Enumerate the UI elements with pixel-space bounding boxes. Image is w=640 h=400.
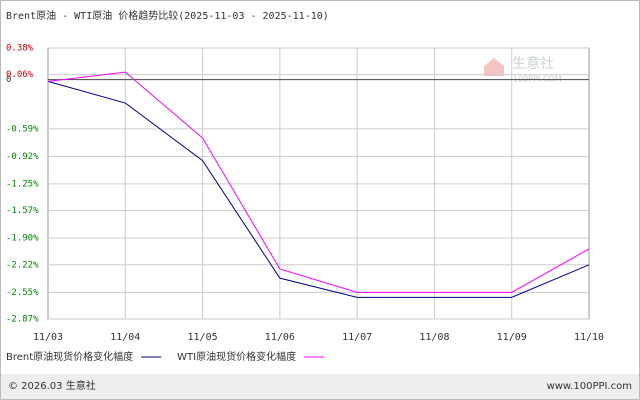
x-tick-label: 11/05 bbox=[188, 332, 218, 343]
x-tick-label: 11/03 bbox=[33, 332, 63, 343]
y-tick-label: 0.06% bbox=[6, 70, 34, 80]
series-line bbox=[47, 71, 590, 293]
watermark-site: 100PPI.COM bbox=[513, 75, 562, 84]
x-tick-label: 11/06 bbox=[265, 332, 295, 343]
x-tick-label: 11/10 bbox=[574, 332, 604, 343]
watermark: 生意社 100PPI.COM bbox=[484, 55, 562, 84]
x-tick-label: 11/04 bbox=[110, 332, 140, 343]
chart-title: Brent原油 - WTI原油 价格趋势比较(2025-11-03 - 2025… bbox=[6, 9, 329, 22]
footer-copyright: © 2026.03 生意社 bbox=[8, 379, 96, 392]
x-tick-label: 11/09 bbox=[497, 332, 527, 343]
y-tick-label: -0.92% bbox=[6, 152, 39, 162]
legend-label: WTI原油现货价格变化幅度 bbox=[177, 350, 296, 363]
y-tick-label: 0.38% bbox=[6, 44, 34, 54]
x-tick-label: 11/07 bbox=[342, 332, 372, 343]
y-tick-label: 0 bbox=[6, 75, 11, 85]
watermark-name: 生意社 bbox=[512, 55, 554, 72]
legend-label: Brent原油现货价格变化幅度 bbox=[6, 350, 133, 363]
y-tick-label: -2.87% bbox=[6, 315, 39, 325]
watermark-icon bbox=[484, 58, 504, 76]
x-tick-label: 11/08 bbox=[419, 332, 449, 343]
footer-site: www.100PPI.com bbox=[547, 381, 632, 392]
y-tick-label: -1.25% bbox=[6, 179, 39, 189]
y-tick-label: -1.57% bbox=[6, 206, 39, 216]
y-tick-label: -1.90% bbox=[6, 234, 39, 244]
footer-bar bbox=[1, 374, 639, 399]
series-line bbox=[47, 80, 590, 298]
y-tick-label: -2.55% bbox=[6, 288, 39, 298]
y-tick-label: -2.22% bbox=[6, 260, 39, 270]
y-tick-label: -0.59% bbox=[6, 124, 39, 134]
